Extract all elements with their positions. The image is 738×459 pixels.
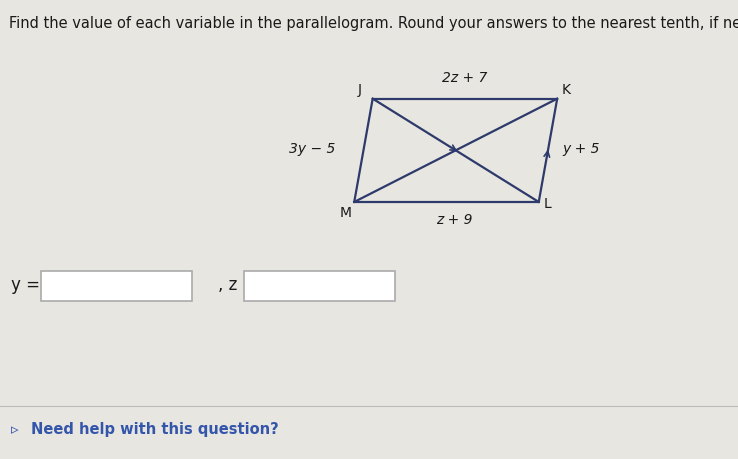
Text: Need help with this question?: Need help with this question? [31, 422, 279, 437]
Text: 2z + 7: 2z + 7 [442, 71, 488, 85]
Text: K: K [562, 83, 570, 96]
Text: ▹: ▹ [11, 422, 18, 437]
Text: M: M [339, 207, 351, 220]
Bar [244, 271, 395, 301]
Text: 3y − 5: 3y − 5 [289, 142, 336, 156]
Text: J: J [357, 83, 362, 96]
Text: Find the value of each variable in the parallelogram. Round your answers to the : Find the value of each variable in the p… [9, 16, 738, 31]
Text: , z =: , z = [218, 276, 256, 295]
Text: y =: y = [11, 276, 40, 295]
Text: z + 9: z + 9 [435, 213, 472, 228]
Text: y + 5: y + 5 [562, 142, 600, 156]
Bar [41, 271, 192, 301]
Text: L: L [544, 197, 551, 211]
